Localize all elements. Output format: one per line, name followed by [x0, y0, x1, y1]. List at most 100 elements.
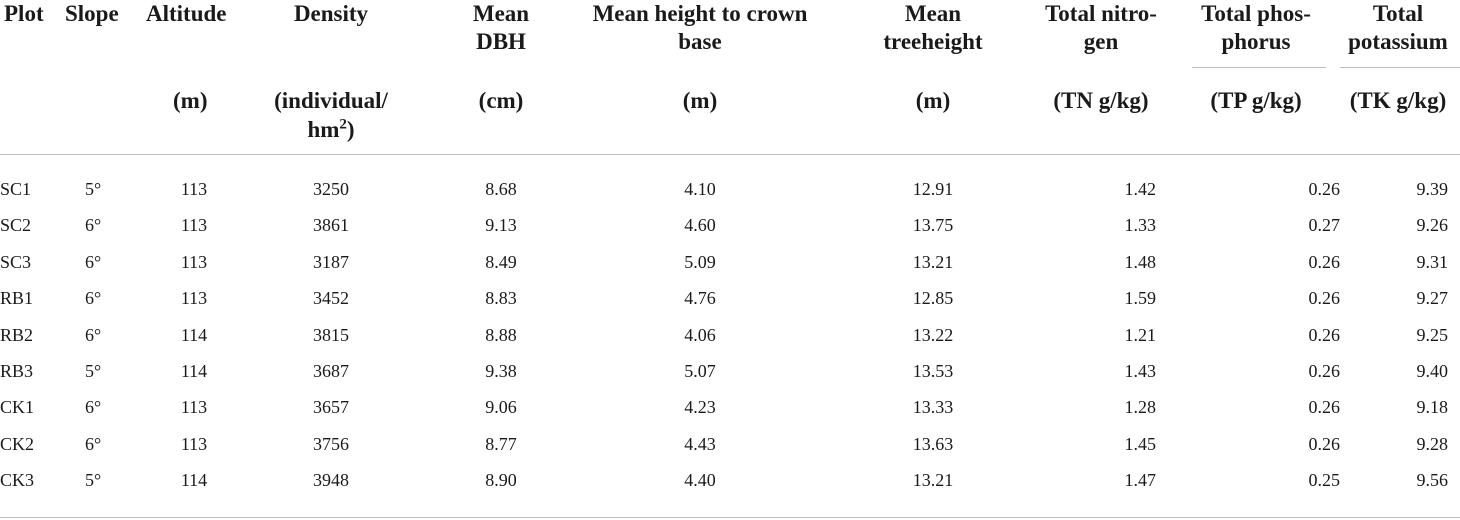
- unit-density: (individual/ hm2): [256, 86, 406, 144]
- cell-tn: 1.28: [1124, 397, 1157, 417]
- cell-tk: 9.39: [1416, 179, 1449, 199]
- cell-crown: 5.07: [684, 361, 716, 381]
- header-subrule-tp: [1192, 67, 1326, 68]
- header-tn-line1: Total nitro-: [1045, 1, 1157, 26]
- header-total-phosphorus: Total phos- phorus: [1184, 0, 1328, 56]
- cell-plot: RB2: [0, 325, 34, 345]
- cell-plot: CK3: [0, 470, 35, 490]
- unit-dbh: (cm): [478, 88, 524, 113]
- table-bottom-rule: [0, 517, 1460, 518]
- cell-plot: RB1: [0, 288, 34, 308]
- header-tn-line2: gen: [1083, 29, 1119, 54]
- cell-tk: 9.31: [1416, 252, 1449, 272]
- cell-treeheight: 13.21: [912, 252, 954, 272]
- cell-tn: 1.45: [1124, 434, 1157, 454]
- header-altitude: Altitude: [146, 1, 227, 26]
- cell-tp: 0.26: [1308, 397, 1341, 417]
- unit-tp: (TP g/kg): [1210, 88, 1302, 113]
- cell-slope: 5°: [85, 361, 102, 381]
- cell-density: 3948: [313, 470, 349, 490]
- header-total-potassium: Total potassium: [1336, 0, 1460, 56]
- cell-crown: 5.09: [684, 252, 716, 272]
- header-slope: Slope: [65, 1, 119, 26]
- cell-crown: 4.23: [684, 397, 716, 417]
- header-total-nitrogen: Total nitro- gen: [1028, 0, 1174, 56]
- cell-density: 3815: [313, 325, 349, 345]
- cell-dbh: 9.38: [485, 361, 517, 381]
- cell-plot: CK2: [0, 434, 35, 454]
- cell-plot: RB3: [0, 361, 34, 381]
- cell-tp: 0.26: [1308, 434, 1341, 454]
- header-dbh-line1: Mean: [472, 1, 530, 26]
- cell-dbh: 8.49: [485, 252, 517, 272]
- cell-tn: 1.43: [1124, 361, 1157, 381]
- cell-dbh: 8.83: [485, 288, 517, 308]
- cell-density: 3687: [313, 361, 349, 381]
- cell-tk: 9.26: [1416, 215, 1449, 235]
- cell-tp: 0.25: [1308, 470, 1341, 490]
- unit-treeheight: (m): [915, 88, 951, 113]
- cell-tn: 1.59: [1124, 288, 1157, 308]
- cell-altitude: 113: [180, 434, 208, 454]
- cell-crown: 4.06: [684, 325, 716, 345]
- cell-dbh: 9.06: [485, 397, 517, 417]
- header-treeheight-line1: Mean: [904, 1, 962, 26]
- header-tp-line1: Total phos-: [1201, 1, 1311, 26]
- cell-tn: 1.48: [1124, 252, 1157, 272]
- cell-altitude: 113: [180, 397, 208, 417]
- cell-tp: 0.26: [1308, 361, 1341, 381]
- cell-treeheight: 12.85: [912, 288, 954, 308]
- header-density: Density: [293, 1, 369, 26]
- cell-treeheight: 13.53: [912, 361, 954, 381]
- cell-treeheight: 12.91: [912, 179, 954, 199]
- unit-tk: (TK g/kg): [1349, 88, 1447, 113]
- header-crown-line1: Mean height to crown: [592, 1, 808, 26]
- header-plot: Plot: [4, 1, 44, 26]
- cell-treeheight: 13.63: [912, 434, 954, 454]
- header-treeheight: Mean treeheight: [860, 0, 1006, 56]
- header-crown-height: Mean height to crown base: [560, 0, 840, 56]
- header-tk-line1: Total: [1372, 1, 1424, 26]
- cell-density: 3187: [313, 252, 349, 272]
- cell-dbh: 8.90: [485, 470, 517, 490]
- cell-slope: 5°: [85, 179, 102, 199]
- cell-tp: 0.26: [1308, 179, 1341, 199]
- header-crown-line2: base: [678, 29, 722, 54]
- header-dbh: Mean DBH: [446, 0, 556, 56]
- cell-dbh: 8.88: [485, 325, 517, 345]
- cell-tn: 1.42: [1124, 179, 1157, 199]
- cell-altitude: 113: [180, 252, 208, 272]
- cell-slope: 6°: [85, 397, 102, 417]
- cell-plot: CK1: [0, 397, 35, 417]
- cell-density: 3657: [313, 397, 349, 417]
- cell-crown: 4.40: [684, 470, 716, 490]
- cell-altitude: 113: [180, 215, 208, 235]
- cell-treeheight: 13.22: [912, 325, 954, 345]
- cell-altitude: 113: [180, 288, 208, 308]
- cell-tk: 9.40: [1416, 361, 1449, 381]
- cell-density: 3452: [313, 288, 349, 308]
- cell-slope: 6°: [85, 325, 102, 345]
- cell-crown: 4.43: [684, 434, 716, 454]
- cell-slope: 6°: [85, 215, 102, 235]
- cell-tn: 1.21: [1124, 325, 1157, 345]
- cell-density: 3756: [313, 434, 349, 454]
- cell-plot: SC1: [0, 179, 32, 199]
- cell-treeheight: 13.75: [912, 215, 954, 235]
- cell-density: 3861: [313, 215, 349, 235]
- cell-tp: 0.26: [1308, 288, 1341, 308]
- cell-density: 3250: [313, 179, 349, 199]
- cell-slope: 6°: [85, 434, 102, 454]
- cell-tk: 9.25: [1416, 325, 1449, 345]
- cell-tk: 9.56: [1416, 470, 1449, 490]
- cell-altitude: 114: [180, 470, 208, 490]
- cell-crown: 4.10: [684, 179, 716, 199]
- cell-treeheight: 13.21: [912, 470, 954, 490]
- cell-slope: 6°: [85, 252, 102, 272]
- cell-altitude: 113: [180, 179, 208, 199]
- cell-tk: 9.27: [1416, 288, 1449, 308]
- cell-tk: 9.18: [1416, 397, 1449, 417]
- cell-plot: SC2: [0, 215, 32, 235]
- cell-slope: 5°: [85, 470, 102, 490]
- unit-density-line2: hm2): [307, 116, 355, 142]
